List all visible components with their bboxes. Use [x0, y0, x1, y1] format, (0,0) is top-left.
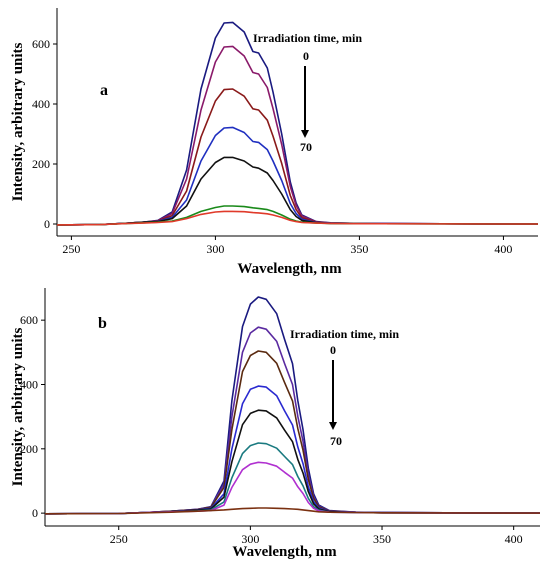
annotation-end-label: 70: [330, 434, 342, 448]
y-tick-label: 200: [20, 442, 38, 456]
x-tick-label: 300: [206, 242, 224, 256]
series-line-3: [44, 350, 540, 515]
x-tick-label: 250: [110, 532, 128, 546]
annotation-start-label: 0: [303, 49, 309, 63]
y-tick-label: 600: [32, 37, 50, 51]
x-tick-label: 250: [62, 242, 80, 256]
annotation-title: Irradiation time, min: [290, 327, 399, 341]
x-axis-label: Wavelength, nm: [237, 261, 342, 277]
y-tick-label: 400: [32, 97, 50, 111]
annotation-end-label: 70: [300, 140, 312, 154]
x-tick-label: 350: [373, 532, 391, 546]
y-tick-label: 600: [20, 313, 38, 327]
y-axis-label: Intensity, arbitrary units: [10, 327, 26, 486]
annotation-arrow-head: [301, 130, 309, 138]
series-line-7: [56, 210, 538, 226]
series-line-1: [56, 21, 538, 226]
panel-a: 250 300 350 400 0 200 400 600 Wavelength, nm Inte…: [10, 8, 538, 277]
y-tick-label: 0: [32, 506, 38, 520]
x-tick-label: 350: [350, 242, 368, 256]
y-tick-label: 200: [32, 157, 50, 171]
x-tick-label: 400: [494, 242, 512, 256]
annotation-arrow-head: [329, 422, 337, 430]
series-line-7: [44, 461, 540, 515]
series-line-8: [44, 507, 540, 515]
panel-b: 250 300 350 400 0 200 400 600 Wavelength, nm Inte…: [10, 288, 540, 560]
x-tick-label: 400: [505, 532, 523, 546]
y-axis-label: Intensity, arbitrary units: [10, 42, 26, 201]
series-line-2: [44, 326, 540, 515]
x-tick-label: 300: [241, 532, 259, 546]
x-axis-label: Wavelength, nm: [232, 544, 337, 560]
panel-label: a: [100, 82, 108, 99]
panel-label: b: [98, 315, 107, 332]
y-tick-label: 0: [44, 217, 50, 231]
series-line-4: [44, 385, 540, 515]
annotation-start-label: 0: [330, 343, 336, 357]
annotation-title: Irradiation time, min: [253, 31, 362, 45]
series-line-2: [56, 45, 538, 226]
y-tick-label: 400: [20, 377, 38, 391]
